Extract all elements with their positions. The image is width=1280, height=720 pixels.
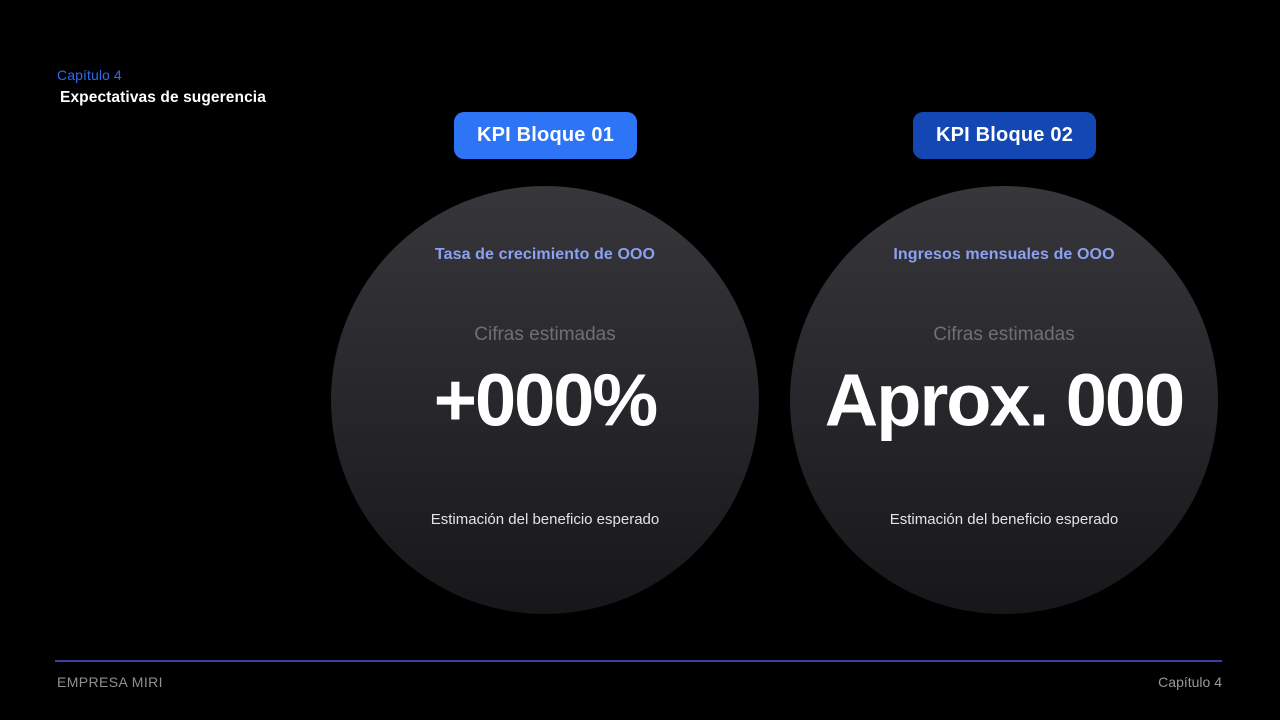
kpi-block-1-button[interactable]: KPI Bloque 01 bbox=[454, 112, 637, 159]
kpi-block-1-metric-title: Tasa de crecimiento de OOO bbox=[434, 246, 656, 263]
page-title: Expectativas de sugerencia bbox=[60, 89, 266, 106]
kpi-block-2-button[interactable]: KPI Bloque 02 bbox=[913, 112, 1096, 159]
footer-divider bbox=[55, 660, 1222, 662]
kpi-block-2-subtitle: Cifras estimadas bbox=[933, 324, 1075, 345]
kpi-block-2-circle: Ingresos mensuales de OOO Cifras estimad… bbox=[790, 186, 1218, 614]
kpi-block-1-circle: Tasa de crecimiento de OOO Cifras estima… bbox=[331, 186, 759, 614]
kpi-block-1-subtitle: Cifras estimadas bbox=[474, 324, 616, 345]
footer-company-label: EMPRESA MIRI bbox=[57, 674, 163, 690]
kpi-block-1-value: +000% bbox=[433, 358, 658, 442]
footer-chapter-label: Capítulo 4 bbox=[1158, 674, 1222, 690]
kpi-block-1-caption: Estimación del beneficio esperado bbox=[430, 511, 660, 528]
kpi-block-2-value: Aprox. 000 bbox=[824, 358, 1185, 442]
kpi-block-2-caption: Estimación del beneficio esperado bbox=[889, 511, 1119, 528]
chapter-label: Capítulo 4 bbox=[57, 67, 122, 83]
kpi-block-2-metric-title: Ingresos mensuales de OOO bbox=[893, 246, 1115, 263]
